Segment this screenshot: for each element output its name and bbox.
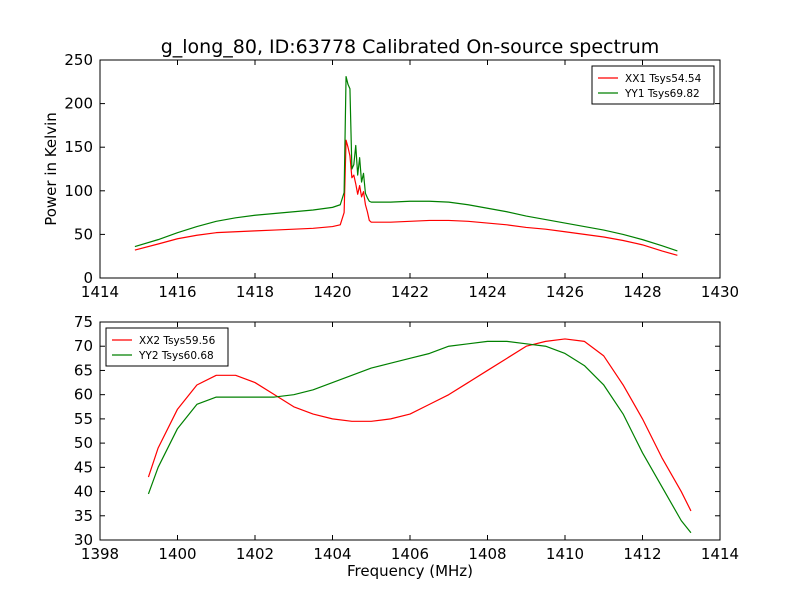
y-tick-label: 60 bbox=[74, 386, 93, 404]
series-line-1 bbox=[134, 139, 678, 256]
y-tick-label: 40 bbox=[74, 483, 93, 501]
x-tick-label: 1422 bbox=[391, 283, 429, 301]
y-tick-label: 65 bbox=[74, 361, 93, 379]
series-line-2 bbox=[147, 340, 692, 534]
x-tick-label: 1398 bbox=[81, 545, 119, 563]
x-tick-label: 1402 bbox=[236, 545, 274, 563]
x-tick-label: 1426 bbox=[546, 283, 584, 301]
y-tick-label: 70 bbox=[74, 337, 93, 355]
x-tick-label: 1400 bbox=[158, 545, 196, 563]
x-tick-label: 1410 bbox=[546, 545, 584, 563]
x-tick-label: 1416 bbox=[158, 283, 196, 301]
legend-label: XX1 Tsys54.54 bbox=[625, 73, 702, 85]
bottom-panel: 1398 1400 1402 1404 1406 1408 1410 1412 1414 30 35… bbox=[74, 313, 739, 580]
y-tick-label: 35 bbox=[74, 507, 93, 525]
series-line-2 bbox=[134, 75, 678, 252]
legend-label: XX2 Tsys59.56 bbox=[139, 335, 216, 347]
x-axis-label: Frequency (MHz) bbox=[347, 562, 473, 580]
y-tick-label: 45 bbox=[74, 458, 93, 476]
x-tick-label: 1414 bbox=[81, 283, 119, 301]
y-tick-label: 150 bbox=[64, 138, 93, 156]
y-tick-label: 100 bbox=[64, 182, 93, 200]
legend-label: YY1 Tsys69.82 bbox=[624, 88, 700, 100]
x-tick-label: 1418 bbox=[236, 283, 274, 301]
y-tick-label: 0 bbox=[83, 269, 93, 287]
y-tick-label: 50 bbox=[74, 225, 93, 243]
legend: XX1 Tsys54.54 YY1 Tsys69.82 bbox=[591, 65, 715, 105]
y-tick-label: 75 bbox=[74, 313, 93, 331]
x-tick-label: 1424 bbox=[468, 283, 506, 301]
figure-title: g_long_80, ID:63778 Calibrated On-source… bbox=[161, 36, 660, 58]
x-tick-label: 1420 bbox=[313, 283, 351, 301]
y-axis-label: Power in Kelvin bbox=[42, 112, 60, 226]
x-tick-label: 1412 bbox=[623, 545, 661, 563]
x-tick-label: 1428 bbox=[623, 283, 661, 301]
y-tick-label: 250 bbox=[64, 51, 93, 69]
y-tick-label: 200 bbox=[64, 95, 93, 113]
top-panel: 1414 1416 1418 1420 1422 1424 1426 1428 1430 0 50 1… bbox=[42, 51, 739, 301]
y-tick-label: 50 bbox=[74, 434, 93, 452]
x-tick-label: 1406 bbox=[391, 545, 429, 563]
legend: XX2 Tsys59.56 YY2 Tsys60.68 bbox=[105, 327, 229, 367]
legend-label: YY2 Tsys60.68 bbox=[138, 350, 214, 362]
x-tick-label: 1414 bbox=[701, 545, 739, 563]
x-tick-label: 1404 bbox=[313, 545, 351, 563]
x-tick-label: 1408 bbox=[468, 545, 506, 563]
series-line-1 bbox=[147, 338, 692, 512]
x-tick-label: 1430 bbox=[701, 283, 739, 301]
y-tick-label: 55 bbox=[74, 410, 93, 428]
y-tick-label: 30 bbox=[74, 531, 93, 549]
